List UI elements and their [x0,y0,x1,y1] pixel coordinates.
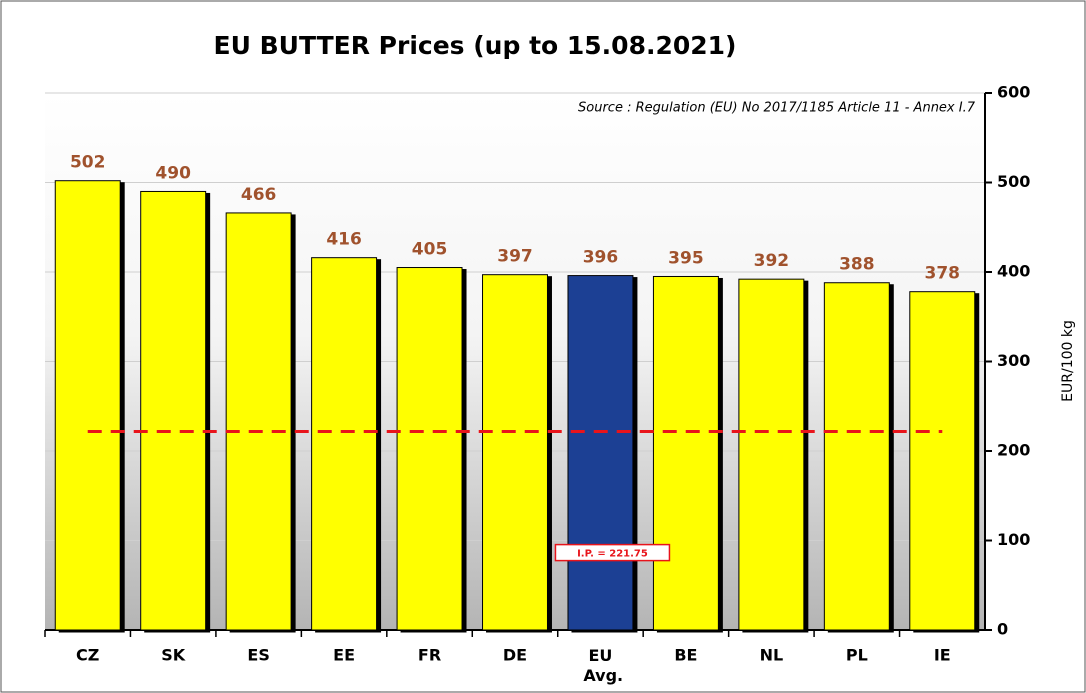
y-tick-label: 200 [997,441,1030,460]
y-tick-label: 500 [997,172,1030,191]
x-tick-label: BE [674,646,697,665]
bar [738,278,805,631]
x-tick-label: PL [846,646,868,665]
y-tick-label: 100 [997,530,1030,549]
value-label: 416 [326,230,362,250]
bar [823,282,890,631]
source-note: Source : Regulation (EU) No 2017/1185 Ar… [578,101,976,116]
x-tick-label: CZ [76,646,99,665]
y-tick-label: 0 [997,620,1008,639]
bar [396,267,463,631]
x-tick-label: EE [333,646,355,665]
y-tick-label: 400 [997,262,1030,281]
bar [225,212,292,631]
value-label: 396 [583,248,619,268]
bar [482,274,548,631]
x-tick-label: FR [418,646,441,665]
value-label: 466 [241,185,277,205]
y-tick-label: 600 [997,83,1030,102]
x-tick-label: NL [760,646,784,665]
value-label: 388 [839,255,875,275]
value-label: 392 [754,251,790,271]
bar [567,275,634,631]
x-tick-label: SK [161,646,186,665]
bar [140,190,207,631]
reference-label: I.P. = 221.75 [577,549,648,560]
x-tick-label: IE [934,646,951,665]
value-label: 502 [70,153,106,173]
value-label: 378 [925,264,961,284]
reference-label-box [554,543,671,562]
y-tick-label: 300 [997,351,1030,370]
x-tick-label: DE [503,646,527,665]
y-axis-label: EUR/100 kg [1060,320,1076,402]
value-label: 490 [155,163,191,183]
x-tick-label: ES [247,646,269,665]
x-tick-label: EU Avg. [578,646,623,685]
value-label: 395 [668,248,704,268]
value-label: 397 [497,247,533,267]
bar [909,291,976,631]
bar [311,257,378,631]
bar [652,275,719,631]
bar [54,180,121,631]
chart-title: EU BUTTER Prices (up to 15.08.2021) [214,31,737,60]
value-label: 405 [412,240,448,260]
